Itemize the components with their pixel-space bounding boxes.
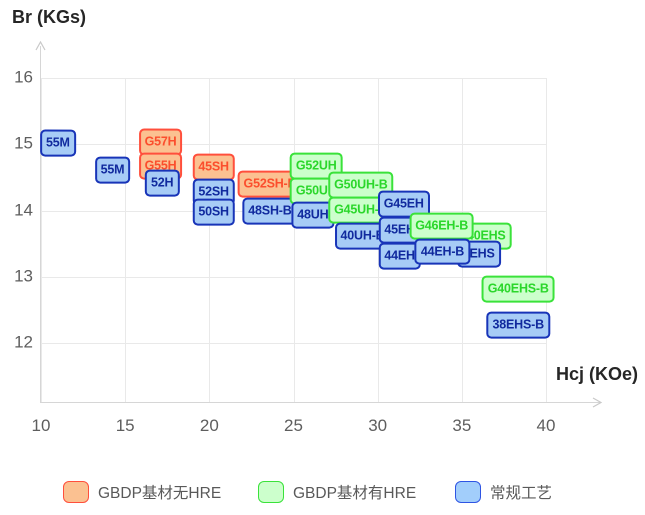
y-axis-line [40, 46, 41, 403]
y-tick-label-12: 12 [14, 332, 33, 352]
legend-item-conventional[interactable]: 常规工艺 [455, 481, 552, 503]
plot-area: 16 15 14 13 12 10 15 20 25 30 35 40 55M 55M G57H G55H 52… [14, 39, 603, 435]
y-axis-arrow-icon [34, 39, 47, 57]
data-point-38ehs-b[interactable]: 38EHS-B [486, 311, 550, 339]
y-tick-label-16: 16 [14, 67, 33, 87]
gridline-x-20 [209, 78, 211, 403]
legend-label-gbdp-no-hre: GBDP基材无HRE [98, 485, 222, 502]
x-tick-label-25: 25 [284, 416, 303, 435]
gridline-x-10 [41, 78, 42, 403]
legend-swatch-gbdp-hre [258, 481, 284, 503]
legend-label-gbdp-hre: GBDP基材有HRE [293, 485, 417, 502]
data-point-48uh[interactable]: 48UH [291, 201, 335, 229]
data-point-55m[interactable]: 55M [39, 129, 76, 157]
data-point-52h[interactable]: 52H [145, 169, 180, 197]
data-point-55m[interactable]: 55M [94, 156, 131, 184]
x-axis-title: Hcj (KOe) [555, 364, 638, 384]
data-point-44eh[interactable]: 44EH [378, 242, 421, 270]
gridline-y-15 [40, 144, 546, 146]
data-point-44eh-b[interactable]: 44EH-B [414, 238, 471, 265]
x-tick-label-30: 30 [368, 416, 388, 435]
legend-item-gbdp-hre[interactable]: GBDP基材有HRE [258, 481, 416, 503]
x-tick-label-10: 10 [31, 416, 51, 435]
gridline-x-25 [293, 78, 295, 403]
gridline-y-13 [40, 276, 546, 278]
gridline-x-15 [125, 78, 127, 403]
x-axis-arrow-icon [590, 396, 603, 414]
data-point-50sh[interactable]: 50SH [192, 199, 235, 226]
gridline-y-16 [40, 78, 546, 79]
legend-item-gbdp-no-hre[interactable]: GBDP基材无HRE [63, 481, 221, 503]
y-tick-label-13: 13 [14, 266, 33, 286]
gridline-y-12 [40, 343, 546, 344]
x-tick-label-40: 40 [536, 416, 556, 435]
chart-legend: GBDP基材无HRE GBDP基材有HRE 常规工艺 [0, 481, 645, 509]
legend-label-conventional: 常规工艺 [490, 485, 553, 502]
gridline-x-40 [546, 78, 548, 403]
y-axis-title: Br (KGs) [12, 7, 87, 27]
y-tick-label-15: 15 [14, 133, 33, 153]
y-tick-label-14: 14 [14, 200, 33, 220]
legend-swatch-gbdp-no-hre [63, 481, 89, 503]
x-tick-label-20: 20 [199, 416, 219, 435]
data-point-48sh-b[interactable]: 48SH-B [242, 197, 298, 225]
data-point-45sh[interactable]: 45SH [192, 154, 235, 181]
legend-swatch-conventional [455, 481, 481, 503]
data-point-g46eh-b[interactable]: G46EH-B [409, 212, 475, 240]
x-axis-line [40, 402, 600, 403]
data-point-g57h[interactable]: G57H [138, 128, 183, 156]
x-tick-label-35: 35 [452, 416, 472, 435]
data-point-g45eh[interactable]: G45EH [377, 190, 430, 218]
data-point-g40ehs-b[interactable]: G40EHS-B [481, 275, 555, 303]
x-tick-label-15: 15 [115, 416, 135, 435]
